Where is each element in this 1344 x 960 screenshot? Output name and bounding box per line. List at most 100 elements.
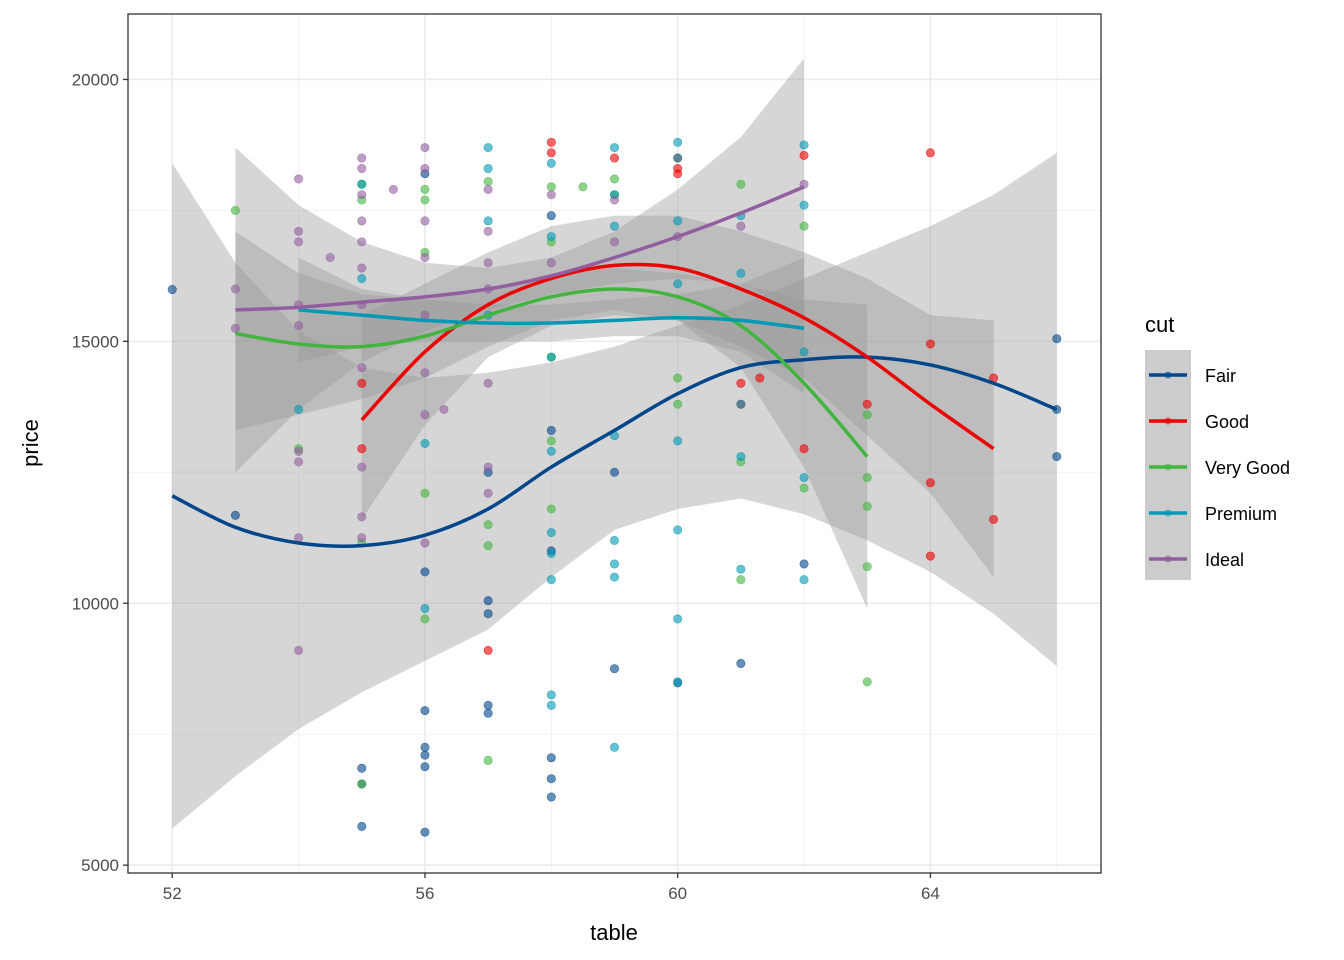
- x-tick-label: 60: [668, 884, 687, 903]
- point-fair: [1052, 334, 1062, 344]
- point-fair: [483, 596, 493, 606]
- point-good: [925, 339, 935, 349]
- ribbon-fair: [172, 152, 1057, 829]
- point-ideal: [609, 237, 619, 247]
- point-good: [546, 137, 556, 147]
- point-very-good: [420, 614, 430, 624]
- point-premium: [546, 446, 556, 456]
- point-ideal: [294, 457, 304, 467]
- point-very-good: [862, 562, 872, 572]
- point-ideal: [294, 321, 304, 331]
- point-premium: [673, 137, 683, 147]
- point-fair: [420, 567, 430, 577]
- point-fair: [609, 664, 619, 674]
- legend-point-swatch: [1164, 509, 1172, 517]
- point-ideal: [294, 645, 304, 655]
- point-ideal: [420, 143, 430, 153]
- point-fair: [799, 559, 809, 569]
- point-premium: [673, 279, 683, 289]
- point-ideal: [294, 446, 304, 456]
- point-very-good: [483, 541, 493, 551]
- legend-title: cut: [1145, 312, 1174, 337]
- point-ideal: [483, 378, 493, 388]
- point-good: [989, 514, 999, 524]
- point-ideal: [439, 404, 449, 414]
- legend: cut Fair Good Very Good Premium Ideal: [1145, 312, 1290, 580]
- point-premium: [546, 232, 556, 242]
- point-premium: [799, 200, 809, 210]
- point-premium: [546, 548, 556, 558]
- point-ideal: [420, 164, 430, 174]
- legend-label: Fair: [1205, 366, 1236, 386]
- y-tick-label: 15000: [72, 332, 119, 351]
- point-ideal: [546, 190, 556, 200]
- point-premium: [609, 221, 619, 231]
- point-very-good: [546, 182, 556, 192]
- point-very-good: [420, 195, 430, 205]
- point-good: [673, 169, 683, 179]
- point-very-good: [420, 488, 430, 498]
- point-premium: [609, 535, 619, 545]
- point-premium: [609, 742, 619, 752]
- y-tick-label: 5000: [81, 856, 119, 875]
- point-very-good: [578, 182, 588, 192]
- point-fair: [609, 467, 619, 477]
- point-very-good: [546, 436, 556, 446]
- point-very-good: [609, 174, 619, 184]
- point-very-good: [862, 677, 872, 687]
- legend-label: Premium: [1205, 504, 1277, 524]
- smooth-line-ideal: [235, 185, 805, 312]
- legend-item-fair: Fair: [1149, 366, 1236, 386]
- point-ideal: [546, 258, 556, 268]
- point-ideal: [420, 410, 430, 420]
- point-premium: [609, 143, 619, 153]
- point-ideal: [420, 310, 430, 320]
- point-ideal: [357, 190, 367, 200]
- point-premium: [799, 140, 809, 150]
- point-premium: [420, 603, 430, 613]
- legend-item-ideal: Ideal: [1149, 550, 1244, 570]
- point-fair: [357, 763, 367, 773]
- point-very-good: [483, 755, 493, 765]
- point-fair: [420, 742, 430, 752]
- point-very-good: [420, 184, 430, 194]
- point-premium: [673, 216, 683, 226]
- point-ideal: [736, 221, 746, 231]
- point-very-good: [673, 373, 683, 383]
- plot-border: [127, 13, 1102, 874]
- y-axis: 5000 10000 15000 20000: [72, 70, 128, 875]
- point-fair: [1052, 452, 1062, 462]
- point-ideal: [230, 323, 240, 333]
- point-premium: [736, 268, 746, 278]
- point-good: [357, 444, 367, 454]
- point-good: [862, 399, 872, 409]
- point-good: [357, 378, 367, 388]
- point-ideal: [483, 258, 493, 268]
- x-tick-label: 64: [921, 884, 940, 903]
- point-premium: [357, 179, 367, 189]
- legend-item-very-good: Very Good: [1149, 458, 1290, 478]
- point-ideal: [420, 538, 430, 548]
- point-ideal: [357, 153, 367, 163]
- smooth-line-fair: [171, 355, 1058, 548]
- point-premium: [673, 436, 683, 446]
- y-axis-title: price: [18, 419, 43, 467]
- point-premium: [546, 575, 556, 585]
- point-fair: [420, 762, 430, 772]
- legend-point-swatch: [1164, 417, 1172, 425]
- smooth-line-premium: [298, 308, 805, 331]
- point-premium: [609, 572, 619, 582]
- point-premium: [420, 438, 430, 448]
- point-very-good: [546, 504, 556, 514]
- point-ideal: [357, 462, 367, 472]
- point-premium: [357, 274, 367, 284]
- point-good: [736, 378, 746, 388]
- point-premium: [294, 404, 304, 414]
- point-ideal: [294, 237, 304, 247]
- point-premium: [673, 614, 683, 624]
- legend-item-good: Good: [1149, 412, 1249, 432]
- point-fair: [736, 658, 746, 668]
- point-good: [925, 551, 935, 561]
- point-fair: [167, 285, 177, 295]
